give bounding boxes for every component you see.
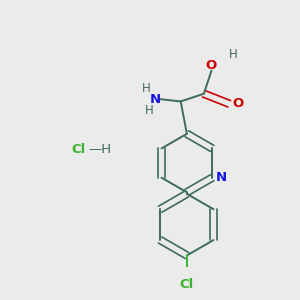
Text: O: O bbox=[205, 59, 216, 72]
Text: H: H bbox=[145, 104, 154, 117]
Text: —H: —H bbox=[88, 143, 111, 157]
Text: O: O bbox=[233, 97, 244, 110]
Text: Cl: Cl bbox=[180, 278, 194, 291]
Text: Cl: Cl bbox=[71, 143, 85, 157]
Text: H: H bbox=[229, 48, 237, 61]
Text: H: H bbox=[142, 82, 150, 95]
Text: N: N bbox=[216, 171, 227, 184]
Text: N: N bbox=[150, 93, 161, 106]
